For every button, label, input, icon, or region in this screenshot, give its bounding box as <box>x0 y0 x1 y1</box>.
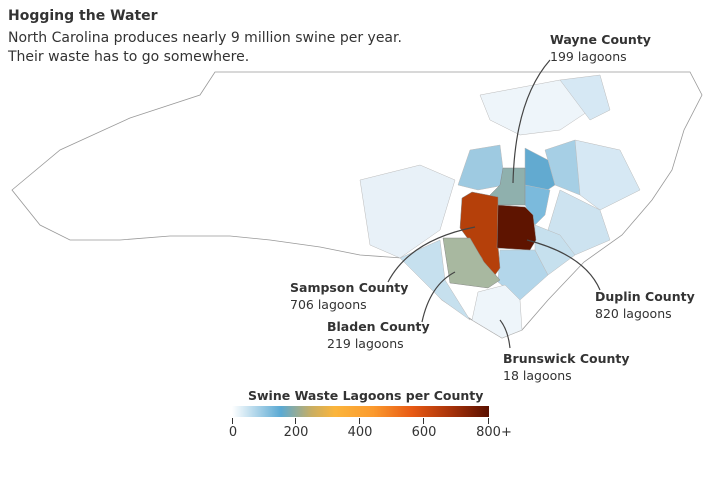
county-name: Bladen County <box>327 319 430 334</box>
label-duplin: Duplin County 820 lagoons <box>595 288 695 322</box>
legend-tick-label: 0 <box>228 425 238 440</box>
map-title: Hogging the Water <box>8 8 158 24</box>
county-name: Wayne County <box>550 32 651 47</box>
legend-tick-label: 600 <box>411 425 437 440</box>
county-value: 820 lagoons <box>595 306 672 321</box>
county-name: Sampson County <box>290 280 409 295</box>
leader-sampson <box>387 226 476 283</box>
map-subtitle: North Carolina produces nearly 9 million… <box>8 29 478 67</box>
label-wayne: Wayne County 199 lagoons <box>550 31 651 65</box>
legend-tick-label: 400 <box>347 425 373 440</box>
legend-tick <box>232 418 233 424</box>
legend-tick <box>359 418 360 424</box>
legend-tick <box>488 418 489 424</box>
county-value: 18 lagoons <box>503 368 572 383</box>
county <box>457 144 506 191</box>
county-value: 219 lagoons <box>327 336 404 351</box>
county-brunswick <box>471 284 523 339</box>
county <box>574 139 641 211</box>
legend-tick-label: 200 <box>283 425 309 440</box>
label-brunswick: Brunswick County 18 lagoons <box>503 350 630 384</box>
county-name: Duplin County <box>595 289 695 304</box>
legend-tick-label: 800+ <box>476 425 512 440</box>
label-sampson: Sampson County 706 lagoons <box>290 279 408 313</box>
legend-title: Swine Waste Lagoons per County <box>248 388 484 403</box>
county <box>559 74 611 121</box>
leader-brunswick <box>499 319 511 349</box>
label-bladen: Bladen County 219 lagoons <box>327 318 430 352</box>
legend-color-bar <box>232 406 489 417</box>
subtitle-line: Their waste has to go somewhere. <box>8 49 250 65</box>
county-value: 706 lagoons <box>290 297 367 312</box>
subtitle-line: North Carolina produces nearly 9 million… <box>8 30 402 46</box>
county <box>399 239 471 321</box>
legend-tick <box>423 418 424 424</box>
county <box>359 164 456 259</box>
county-duplin <box>496 204 537 251</box>
leader-duplin <box>526 239 601 291</box>
county-bladen <box>442 237 501 289</box>
county-value: 199 lagoons <box>550 49 627 64</box>
leader-bladen <box>421 271 456 323</box>
leader-wayne <box>512 59 551 184</box>
county-name: Brunswick County <box>503 351 630 366</box>
legend-tick <box>295 418 296 424</box>
